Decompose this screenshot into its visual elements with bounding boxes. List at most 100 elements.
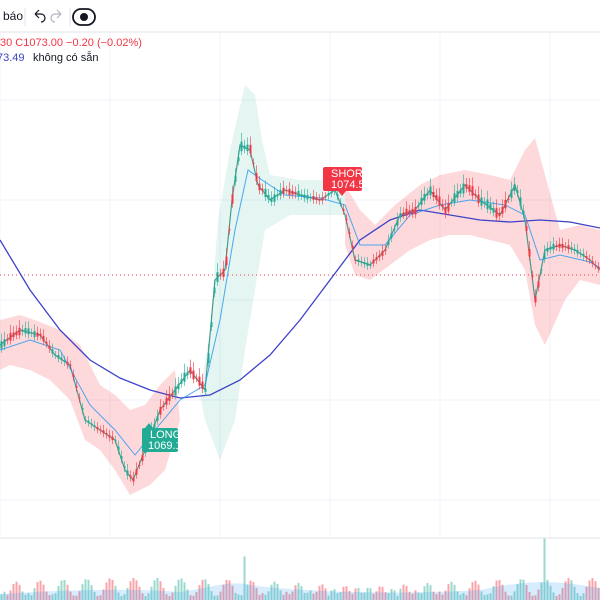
candle-body	[258, 183, 261, 191]
candle-body	[402, 212, 405, 216]
volume-average	[0, 582, 600, 600]
volume-bar	[378, 586, 381, 600]
candle-body	[69, 364, 72, 366]
volume-bar	[348, 590, 351, 600]
volume-bar	[354, 588, 357, 600]
volume-bar	[540, 582, 543, 600]
volume-bar	[324, 588, 327, 600]
candle-body	[312, 195, 315, 200]
candle-body	[495, 208, 498, 218]
candle-body	[447, 202, 450, 212]
volume-bar	[63, 580, 66, 600]
candle-body	[90, 423, 93, 425]
volume-bar	[36, 582, 39, 600]
candle-body	[282, 187, 285, 194]
volume-bar	[432, 591, 435, 600]
volume-bar	[132, 578, 135, 600]
volume-bar	[279, 590, 282, 600]
candle-body	[204, 388, 207, 392]
volume-bar	[396, 595, 399, 600]
volume-bar	[288, 594, 291, 600]
alert-button[interactable]: báo	[3, 9, 23, 23]
volume-bar	[258, 595, 261, 600]
volume-bar	[597, 587, 600, 600]
toolbar	[0, 0, 600, 32]
volume-bar	[591, 578, 594, 600]
volume-bar	[39, 580, 42, 600]
candle-body	[501, 206, 504, 214]
candle-body	[474, 194, 477, 196]
volume-bar	[552, 592, 555, 600]
volume-bar	[135, 580, 138, 600]
candle-body	[174, 386, 177, 396]
volume-bar	[186, 589, 189, 600]
candle-body	[489, 203, 492, 210]
volume-bar	[213, 595, 216, 600]
volume-bar	[126, 587, 129, 600]
volume-bar	[264, 594, 267, 600]
candle-body	[171, 393, 174, 395]
volume-bar	[315, 591, 318, 600]
candle-body	[597, 266, 600, 269]
short-marker	[323, 167, 362, 191]
volume-bar	[84, 579, 87, 600]
volume-bar	[282, 594, 285, 600]
candle-body	[429, 186, 432, 196]
volume-bar	[51, 594, 54, 600]
volume-bar	[456, 591, 459, 600]
candle-body	[39, 333, 42, 336]
volume-bar	[114, 585, 117, 600]
volume-bar	[57, 585, 60, 600]
volume-bar	[420, 593, 423, 600]
candle-body	[18, 327, 21, 336]
candle-body	[9, 332, 12, 341]
compare-button[interactable]	[72, 8, 96, 26]
volume-bar	[447, 584, 450, 600]
candle-body	[183, 372, 186, 382]
volume	[0, 538, 600, 600]
candle-body	[288, 188, 291, 195]
candle-body	[354, 259, 357, 261]
candle-body	[588, 258, 591, 260]
volume-bar	[177, 579, 180, 600]
candle-body	[582, 253, 585, 257]
candle-body	[414, 207, 417, 215]
candle-body	[408, 210, 411, 214]
candle-body	[207, 353, 210, 363]
volume-bar	[156, 578, 159, 600]
candle-body	[117, 446, 120, 451]
candle-body	[441, 204, 444, 207]
candle-body	[273, 194, 276, 202]
volume-bar	[249, 580, 252, 600]
volume-bar	[573, 586, 576, 600]
candle-body	[579, 253, 582, 255]
long-moving-average	[0, 209, 600, 399]
volume-bar	[207, 583, 210, 600]
volume-bar	[60, 580, 63, 600]
candle-body	[78, 397, 81, 399]
candle-body	[198, 376, 201, 386]
candle-body	[255, 173, 258, 181]
candle-body	[372, 259, 375, 264]
volume-bar	[195, 592, 198, 600]
volume-bar	[255, 588, 258, 600]
volume-bar	[171, 592, 174, 600]
candle-body	[138, 464, 141, 466]
candle-body	[426, 193, 429, 196]
undo-button[interactable]	[34, 9, 46, 23]
volume-bar	[405, 585, 408, 600]
volume-bar	[444, 590, 447, 600]
redo-button[interactable]	[50, 9, 62, 23]
candle-body	[114, 439, 117, 441]
volume-bar	[555, 595, 558, 600]
candle-body	[336, 194, 339, 197]
volume-bar	[480, 591, 483, 600]
indicator-status: không có sẵn	[33, 51, 98, 64]
candle-body	[396, 219, 399, 226]
candle-body	[210, 322, 213, 327]
volume-bar	[375, 591, 378, 600]
short-label: SHORT	[331, 168, 370, 180]
candle-body	[276, 194, 279, 197]
volume-bar	[411, 593, 414, 600]
